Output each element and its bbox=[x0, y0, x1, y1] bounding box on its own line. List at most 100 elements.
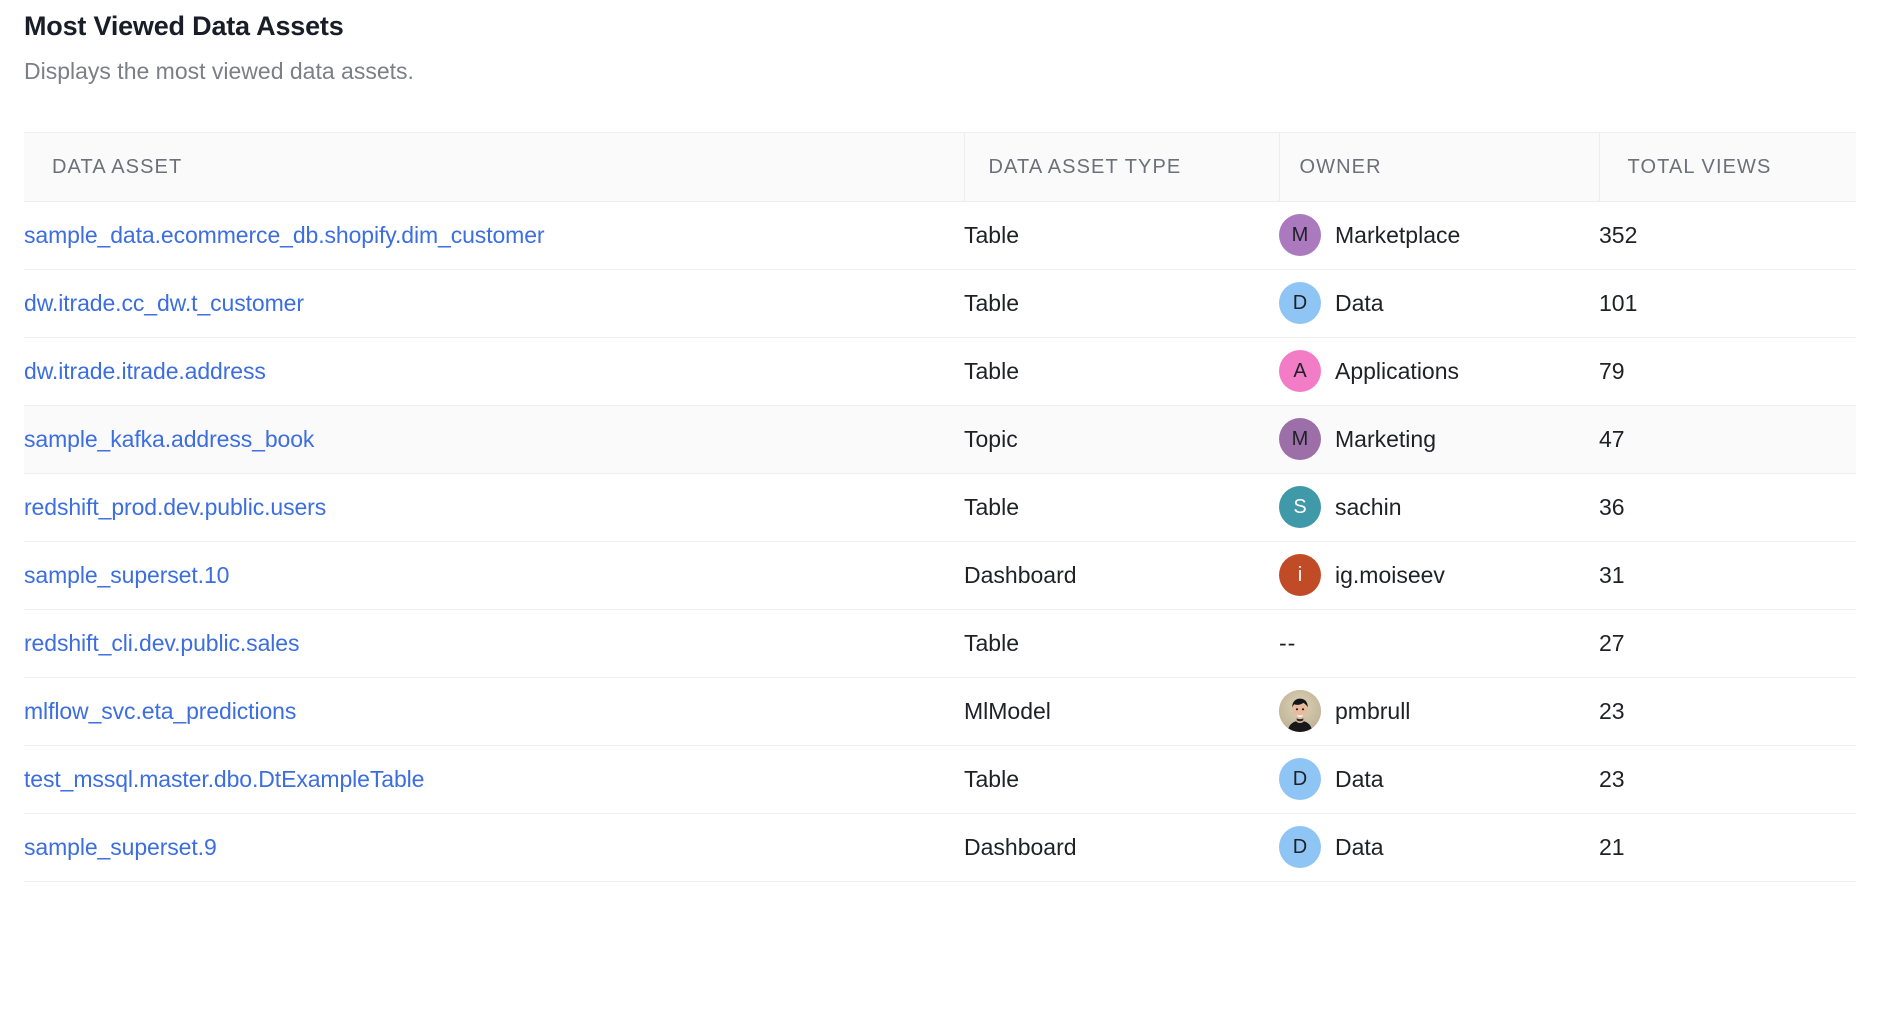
owner-chip: D Data bbox=[1279, 826, 1599, 869]
cell-owner: D Data bbox=[1279, 745, 1599, 814]
data-asset-link[interactable]: dw.itrade.cc_dw.t_customer bbox=[24, 289, 304, 316]
cell-total-views: 47 bbox=[1599, 405, 1856, 474]
owner-empty-value: -- bbox=[1279, 629, 1297, 656]
owner-chip: A Applications bbox=[1279, 350, 1599, 393]
avatar[interactable]: i bbox=[1279, 554, 1321, 597]
cell-total-views: 36 bbox=[1599, 473, 1856, 542]
table-row[interactable]: dw.itrade.cc_dw.t_customer Table D Data 101 bbox=[24, 269, 1856, 338]
avatar[interactable]: D bbox=[1279, 826, 1321, 869]
owner-chip: M Marketing bbox=[1279, 418, 1599, 461]
cell-owner: M Marketing bbox=[1279, 405, 1599, 474]
data-asset-link[interactable]: redshift_cli.dev.public.sales bbox=[24, 629, 300, 656]
owner-name: ig.moiseev bbox=[1335, 561, 1445, 588]
cell-owner: D Data bbox=[1279, 269, 1599, 338]
column-header-data-asset[interactable]: DATA ASSET bbox=[24, 133, 964, 202]
cell-owner: D Data bbox=[1279, 813, 1599, 882]
table-row[interactable]: mlflow_svc.eta_predictions MlModel pmbrull… bbox=[24, 677, 1856, 746]
avatar-photo[interactable] bbox=[1279, 690, 1321, 733]
owner-name: Applications bbox=[1335, 357, 1460, 384]
table-header: DATA ASSET DATA ASSET TYPE OWNER TOTAL V… bbox=[24, 133, 1856, 202]
cell-data-asset-type: Table bbox=[964, 269, 1279, 338]
total-views-value: 79 bbox=[1599, 357, 1625, 384]
avatar[interactable]: A bbox=[1279, 350, 1321, 393]
owner-chip: pmbrull bbox=[1279, 690, 1599, 733]
cell-data-asset-type: Table bbox=[964, 609, 1279, 678]
total-views-value: 36 bbox=[1599, 493, 1625, 520]
cell-data-asset: mlflow_svc.eta_predictions bbox=[24, 677, 964, 746]
data-asset-link[interactable]: test_mssql.master.dbo.DtExampleTable bbox=[24, 765, 425, 792]
owner-name: Data bbox=[1335, 765, 1384, 792]
panel-header: Most Viewed Data Assets Displays the mos… bbox=[0, 0, 1880, 87]
avatar[interactable]: M bbox=[1279, 418, 1321, 461]
owner-name: Marketplace bbox=[1335, 221, 1461, 248]
avatar[interactable]: S bbox=[1279, 486, 1321, 529]
cell-data-asset: redshift_prod.dev.public.users bbox=[24, 473, 964, 542]
cell-owner: M Marketplace bbox=[1279, 201, 1599, 270]
owner-chip: D Data bbox=[1279, 282, 1599, 325]
data-asset-link[interactable]: sample_superset.10 bbox=[24, 561, 230, 588]
cell-owner: pmbrull bbox=[1279, 677, 1599, 746]
avatar[interactable]: M bbox=[1279, 214, 1321, 257]
total-views-value: 47 bbox=[1599, 425, 1625, 452]
cell-data-asset: sample_superset.9 bbox=[24, 813, 964, 882]
column-header-total-views[interactable]: TOTAL VIEWS bbox=[1598, 133, 1856, 202]
data-asset-link[interactable]: dw.itrade.itrade.address bbox=[24, 357, 266, 384]
cell-total-views: 79 bbox=[1599, 337, 1856, 406]
cell-data-asset: redshift_cli.dev.public.sales bbox=[24, 609, 964, 678]
cell-owner: -- bbox=[1279, 609, 1599, 678]
cell-data-asset-type: Table bbox=[964, 201, 1279, 270]
cell-total-views: 21 bbox=[1599, 813, 1856, 882]
cell-data-asset-type: Topic bbox=[964, 405, 1279, 474]
avatar[interactable]: D bbox=[1279, 282, 1321, 325]
total-views-value: 21 bbox=[1599, 833, 1625, 860]
cell-data-asset: sample_kafka.address_book bbox=[24, 405, 964, 474]
data-asset-link[interactable]: sample_data.ecommerce_db.shopify.dim_cus… bbox=[24, 221, 545, 248]
cell-total-views: 352 bbox=[1599, 201, 1856, 270]
table-row[interactable]: test_mssql.master.dbo.DtExampleTable Tabl… bbox=[24, 745, 1856, 814]
owner-chip: i ig.moiseev bbox=[1279, 554, 1599, 597]
owner-name: Data bbox=[1335, 289, 1384, 316]
column-header-data-asset-type[interactable]: DATA ASSET TYPE bbox=[963, 133, 1279, 202]
cell-total-views: 31 bbox=[1599, 541, 1856, 610]
cell-data-asset-type: Table bbox=[964, 473, 1279, 542]
cell-data-asset-type: Table bbox=[964, 745, 1279, 814]
cell-total-views: 23 bbox=[1599, 745, 1856, 814]
page-title: Most Viewed Data Assets bbox=[24, 11, 344, 41]
data-asset-link[interactable]: mlflow_svc.eta_predictions bbox=[24, 697, 297, 724]
cell-owner: A Applications bbox=[1279, 337, 1599, 406]
table-row[interactable]: dw.itrade.itrade.address Table A Applicatio… bbox=[24, 337, 1856, 406]
owner-name: pmbrull bbox=[1335, 697, 1411, 724]
data-asset-link[interactable]: sample_superset.9 bbox=[24, 833, 217, 860]
table-row[interactable]: sample_kafka.address_book Topic M Marketing… bbox=[24, 405, 1856, 474]
owner-chip: -- bbox=[1279, 630, 1599, 657]
total-views-value: 101 bbox=[1599, 289, 1638, 316]
table-row[interactable]: sample_superset.9 Dashboard D Data 21 bbox=[24, 813, 1856, 882]
page-subtitle: Displays the most viewed data assets. bbox=[24, 58, 414, 85]
cell-data-asset: test_mssql.master.dbo.DtExampleTable bbox=[24, 745, 964, 814]
cell-data-asset: sample_superset.10 bbox=[24, 541, 964, 610]
cell-data-asset: sample_data.ecommerce_db.shopify.dim_cus… bbox=[24, 201, 964, 270]
total-views-value: 352 bbox=[1599, 221, 1638, 248]
column-header-owner[interactable]: OWNER bbox=[1278, 133, 1599, 202]
cell-total-views: 101 bbox=[1599, 269, 1856, 338]
cell-data-asset-type: MlModel bbox=[964, 677, 1279, 746]
cell-data-asset: dw.itrade.cc_dw.t_customer bbox=[24, 269, 964, 338]
total-views-value: 23 bbox=[1599, 765, 1625, 792]
data-asset-link[interactable]: redshift_prod.dev.public.users bbox=[24, 493, 327, 520]
owner-chip: M Marketplace bbox=[1279, 214, 1599, 257]
assets-table-container: DATA ASSET DATA ASSET TYPE OWNER TOTAL V… bbox=[24, 132, 1856, 882]
table-row[interactable]: redshift_cli.dev.public.sales Table -- 27 bbox=[24, 609, 1856, 678]
table-body: sample_data.ecommerce_db.shopify.dim_cus… bbox=[24, 201, 1856, 882]
owner-name: Data bbox=[1335, 833, 1384, 860]
cell-total-views: 27 bbox=[1599, 609, 1856, 678]
table-header-row: DATA ASSET DATA ASSET TYPE OWNER TOTAL V… bbox=[24, 133, 1856, 202]
avatar[interactable]: D bbox=[1279, 758, 1321, 801]
cell-owner: i ig.moiseev bbox=[1279, 541, 1599, 610]
data-asset-link[interactable]: sample_kafka.address_book bbox=[24, 425, 315, 452]
table-row[interactable]: sample_superset.10 Dashboard i ig.moiseev 31 bbox=[24, 541, 1856, 610]
cell-total-views: 23 bbox=[1599, 677, 1856, 746]
table-row[interactable]: sample_data.ecommerce_db.shopify.dim_cus… bbox=[24, 201, 1856, 270]
